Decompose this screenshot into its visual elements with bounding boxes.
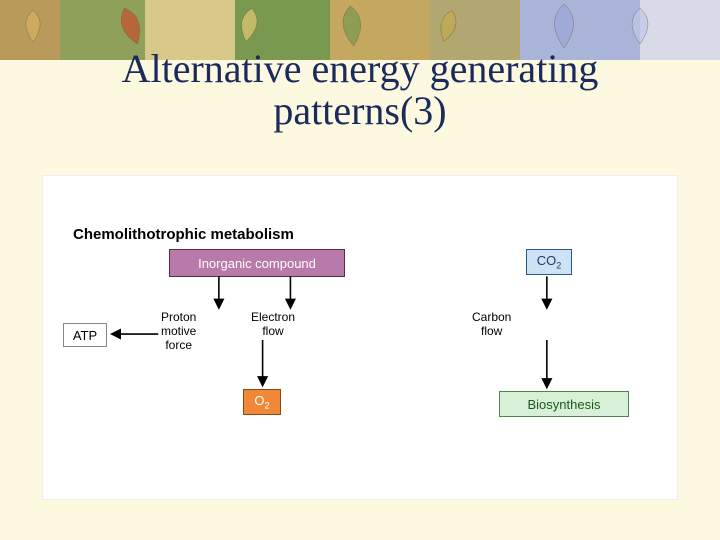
label-carbon-flow: Carbonflow <box>472 311 511 339</box>
node-atp-label: ATP <box>73 328 97 343</box>
section-heading-text: Chemolithotrophic metabolism <box>73 226 294 243</box>
leaf-icon <box>540 2 588 50</box>
node-biosynthesis: Biosynthesis <box>499 391 629 417</box>
title-line2: patterns <box>273 88 400 133</box>
slide: Alternative energy generating patterns(3… <box>0 0 720 540</box>
node-o2-label: O2 <box>254 393 269 411</box>
node-o2: O2 <box>243 389 281 415</box>
node-inorganic-label: Inorganic compound <box>198 256 316 271</box>
node-inorganic-compound: Inorganic compound <box>169 249 345 277</box>
title-line1: Alternative energy generating <box>122 46 599 91</box>
arrows-layer <box>43 176 677 499</box>
node-co2: CO2 <box>526 249 572 275</box>
leaf-icon <box>328 2 376 50</box>
label-electron-flow: Electronflow <box>251 311 295 339</box>
leaf-icon <box>15 8 51 44</box>
node-biosynthesis-label: Biosynthesis <box>528 397 601 412</box>
slide-title: Alternative energy generating patterns(3… <box>0 48 720 132</box>
label-proton-motive-force: Protonmotiveforce <box>161 311 196 352</box>
leaf-icon <box>620 6 660 46</box>
section-heading: Chemolithotrophic metabolism <box>73 226 294 243</box>
title-suffix: (3) <box>400 88 447 133</box>
leaf-icon <box>227 3 271 47</box>
node-co2-label: CO2 <box>537 253 562 271</box>
diagram-panel: Chemolithotrophic metabolism Inorganic c… <box>42 175 678 500</box>
node-atp: ATP <box>63 323 107 347</box>
